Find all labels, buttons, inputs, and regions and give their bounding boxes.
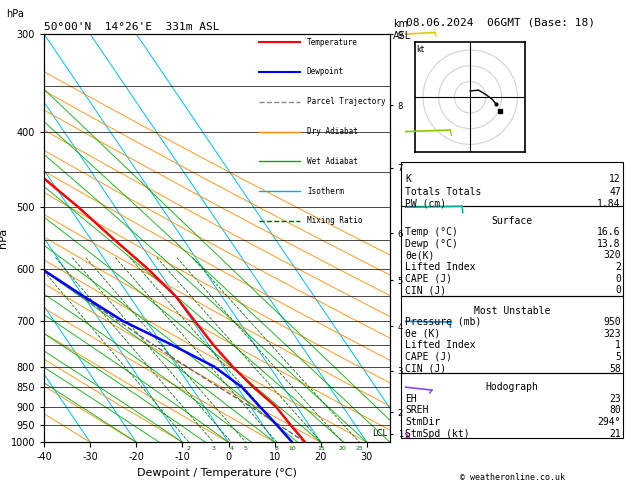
Point: [228, 218, 235, 224]
Text: 47: 47: [609, 187, 621, 197]
Text: 12: 12: [609, 174, 621, 185]
Text: LCL: LCL: [372, 429, 387, 438]
Text: 294°: 294°: [598, 417, 621, 427]
Text: Isotherm: Isotherm: [307, 187, 344, 196]
Point: [228, 69, 235, 75]
Text: 1: 1: [615, 340, 621, 350]
X-axis label: Dewpoint / Temperature (°C): Dewpoint / Temperature (°C): [137, 468, 297, 478]
Text: 5: 5: [244, 446, 248, 451]
Text: StmSpd (kt): StmSpd (kt): [405, 429, 470, 439]
Point: [228, 39, 236, 45]
Point: [228, 158, 236, 164]
Text: EH: EH: [405, 394, 417, 404]
Point: [228, 188, 236, 194]
Point: [228, 69, 236, 75]
Text: Temp (°C): Temp (°C): [405, 227, 458, 237]
Point: [228, 39, 235, 45]
Point: [228, 129, 236, 135]
Text: 4: 4: [230, 446, 233, 451]
Text: Lifted Index: Lifted Index: [405, 262, 476, 272]
Text: 0: 0: [615, 285, 621, 295]
Text: 3: 3: [211, 446, 215, 451]
Text: CAPE (J): CAPE (J): [405, 274, 452, 284]
Text: 20: 20: [338, 446, 347, 451]
Text: CAPE (J): CAPE (J): [405, 352, 452, 362]
Text: 950: 950: [603, 317, 621, 327]
Text: 21: 21: [609, 429, 621, 439]
Text: Parcel Trajectory: Parcel Trajectory: [307, 97, 386, 106]
Text: Wet Adiabat: Wet Adiabat: [307, 157, 358, 166]
Text: 13.8: 13.8: [598, 239, 621, 249]
Text: StmDir: StmDir: [405, 417, 440, 427]
Point: [228, 158, 235, 164]
Text: 0: 0: [615, 274, 621, 284]
Text: θe (K): θe (K): [405, 329, 440, 339]
Text: 15: 15: [318, 446, 325, 451]
Text: 16.6: 16.6: [598, 227, 621, 237]
Text: Lifted Index: Lifted Index: [405, 340, 476, 350]
Text: Pressure (mb): Pressure (mb): [405, 317, 481, 327]
Text: 58: 58: [609, 364, 621, 374]
Text: 1.84: 1.84: [598, 199, 621, 209]
Text: 2: 2: [615, 262, 621, 272]
Text: 80: 80: [609, 405, 621, 416]
Point: [228, 99, 235, 104]
Point: [228, 129, 235, 135]
Text: 10: 10: [289, 446, 296, 451]
Text: CIN (J): CIN (J): [405, 285, 446, 295]
Text: Dewpoint: Dewpoint: [307, 68, 344, 76]
Text: kt: kt: [417, 45, 425, 54]
Text: 08.06.2024  06GMT (Base: 18): 08.06.2024 06GMT (Base: 18): [406, 17, 594, 27]
Text: Temperature: Temperature: [307, 38, 358, 47]
Text: 25: 25: [355, 446, 364, 451]
Text: Mixing Ratio: Mixing Ratio: [307, 216, 362, 226]
Text: θe(K): θe(K): [405, 250, 435, 260]
Point: [228, 99, 236, 104]
Text: CIN (J): CIN (J): [405, 364, 446, 374]
Text: PW (cm): PW (cm): [405, 199, 446, 209]
Text: 323: 323: [603, 329, 621, 339]
Text: K: K: [405, 174, 411, 185]
Text: ASL: ASL: [393, 31, 411, 41]
Text: Dewp (°C): Dewp (°C): [405, 239, 458, 249]
Text: km: km: [393, 19, 408, 29]
Text: 320: 320: [603, 250, 621, 260]
Text: Hodograph: Hodograph: [486, 382, 538, 393]
Text: © weatheronline.co.uk: © weatheronline.co.uk: [460, 473, 565, 482]
Text: SREH: SREH: [405, 405, 428, 416]
Text: 8: 8: [275, 446, 279, 451]
Text: 50°00'N  14°26'E  331m ASL: 50°00'N 14°26'E 331m ASL: [44, 22, 220, 32]
Text: 23: 23: [609, 394, 621, 404]
Text: Dry Adiabat: Dry Adiabat: [307, 127, 358, 136]
Text: hPa: hPa: [6, 9, 24, 19]
Text: Surface: Surface: [491, 216, 533, 226]
Text: 2: 2: [187, 446, 191, 451]
Text: Totals Totals: Totals Totals: [405, 187, 481, 197]
Point: [228, 218, 236, 224]
Y-axis label: hPa: hPa: [0, 228, 8, 248]
Text: Most Unstable: Most Unstable: [474, 306, 550, 316]
Point: [228, 188, 235, 194]
Text: 5: 5: [615, 352, 621, 362]
